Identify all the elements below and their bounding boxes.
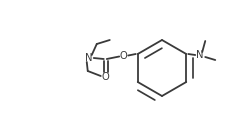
Text: N: N	[85, 53, 92, 63]
Text: O: O	[120, 51, 128, 61]
Text: N: N	[197, 50, 204, 60]
Text: O: O	[102, 72, 110, 82]
